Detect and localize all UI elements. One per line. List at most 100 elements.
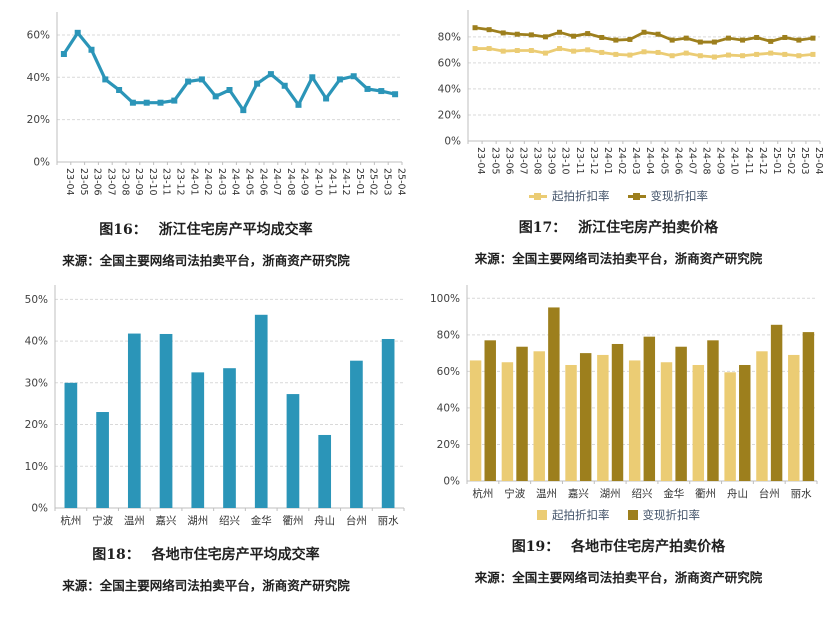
svg-text:60%: 60% [27, 29, 50, 41]
svg-text:30%: 30% [25, 377, 48, 389]
svg-text:25-03: 25-03 [799, 147, 810, 175]
svg-text:丽水: 丽水 [791, 488, 812, 500]
svg-text:绍兴: 绍兴 [219, 514, 240, 527]
figure-19-caption-block: 图19： 各地市住宅房产拍卖价格 来源：全国主要网络司法拍卖平台，浙商资产研究院 [475, 523, 763, 586]
svg-text:24-07: 24-07 [686, 147, 697, 175]
figure-number-label: 图17： [518, 220, 567, 236]
figure-source: 来源：全国主要网络司法拍卖平台，浙商资产研究院 [62, 578, 350, 593]
figure-source: 来源：全国主要网络司法拍卖平台，浙商资产研究院 [62, 253, 350, 268]
svg-text:24-03: 24-03 [216, 168, 227, 196]
svg-text:50%: 50% [25, 294, 48, 306]
svg-text:湖州: 湖州 [600, 488, 621, 500]
svg-text:嘉兴: 嘉兴 [568, 487, 589, 500]
svg-text:台州: 台州 [759, 487, 780, 500]
line-chart-zhejiang-avg-transaction-rate: 0% 20% 40% 60% 23-04 23-05 23-06 23-07 23-08 23-0… [27, 12, 406, 196]
svg-text:衢州: 衢州 [282, 515, 303, 527]
figure-number-label: 图19： [511, 539, 560, 555]
svg-text:23-07: 23-07 [106, 168, 117, 196]
legend-item-realized-discount: 变现折扣率 [627, 507, 701, 523]
svg-text:24-08: 24-08 [285, 168, 296, 196]
svg-text:40%: 40% [437, 402, 460, 414]
svg-text:20%: 20% [27, 114, 50, 126]
legend-label: 起拍折扣率 [552, 189, 610, 203]
figure-16: 0% 20% 40% 60% 23-04 23-05 23-06 23-07 23-08 23-0… [0, 4, 412, 269]
svg-text:0%: 0% [33, 157, 50, 169]
figure-source: 来源：全国主要网络司法拍卖平台，浙商资产研究院 [474, 570, 763, 585]
figure-18: 0% 10% 20% 30% 40% 50% 杭州 宁波 温州 嘉兴 湖州 绍兴 金华 衢州 舟山 台州 丽水 … [0, 281, 412, 594]
svg-text:20%: 20% [25, 419, 48, 431]
svg-text:25-02: 25-02 [785, 147, 796, 175]
figure-title: 浙江住宅房产拍卖价格 [578, 220, 719, 236]
legend-label: 起拍折扣率 [552, 508, 610, 522]
svg-text:24-01: 24-01 [602, 147, 613, 175]
svg-text:0%: 0% [444, 136, 461, 148]
figure-title: 浙江住宅房产平均成交率 [158, 222, 313, 238]
svg-text:23-07: 23-07 [517, 147, 528, 175]
svg-text:23-04: 23-04 [475, 147, 486, 175]
svg-text:40%: 40% [25, 336, 48, 348]
svg-text:24-05: 24-05 [244, 168, 255, 196]
figure-caption: 图19： 各地市住宅房产拍卖价格 [475, 536, 763, 556]
svg-text:24-12: 24-12 [757, 147, 768, 175]
line-marker-icon [627, 192, 646, 201]
svg-text:24-03: 24-03 [630, 147, 641, 175]
legend-label: 变现折扣率 [650, 189, 709, 203]
svg-text:24-10: 24-10 [313, 168, 324, 196]
figure-17: 0% 20% 40% 60% 80% 23-04 23-05 23-06 23-07 23-08 2… [412, 4, 825, 269]
svg-text:25-04: 25-04 [813, 147, 824, 175]
square-marker-icon [537, 510, 547, 520]
svg-text:杭州: 杭州 [60, 514, 81, 527]
legend: 起拍折扣率 变现折扣率 [529, 188, 708, 204]
svg-text:23-11: 23-11 [574, 147, 585, 175]
svg-text:25-02: 25-02 [368, 168, 379, 196]
svg-text:温州: 温州 [536, 488, 557, 500]
svg-text:24-02: 24-02 [202, 168, 213, 196]
svg-text:40%: 40% [27, 72, 50, 84]
svg-text:衢州: 衢州 [695, 488, 716, 500]
figure-number-label: 图16： [99, 222, 147, 238]
legend-item-starting-discount: 起拍折扣率 [537, 507, 610, 523]
square-marker-icon [627, 510, 638, 520]
svg-text:80%: 80% [437, 329, 460, 341]
svg-text:60%: 60% [438, 57, 461, 69]
bar-chart-city-avg-transaction-rate: 0% 10% 20% 30% 40% 50% 杭州 宁波 温州 嘉兴 湖州 绍兴 金华 衢州 舟山 台州 丽水 [25, 285, 405, 527]
svg-text:24-01: 24-01 [188, 168, 199, 196]
svg-text:25-04: 25-04 [395, 168, 406, 196]
svg-text:24-12: 24-12 [340, 168, 351, 196]
svg-text:25-03: 25-03 [382, 168, 393, 196]
svg-text:24-05: 24-05 [658, 147, 669, 175]
figure-number-label: 图18： [92, 547, 140, 563]
svg-text:20%: 20% [437, 439, 460, 451]
svg-text:23-10: 23-10 [147, 168, 158, 196]
svg-text:嘉兴: 嘉兴 [156, 514, 177, 527]
svg-text:23-08: 23-08 [532, 147, 543, 175]
figure-19: 0% 20% 40% 60% 80% 100% 杭州 宁波 温州 嘉兴 湖州 绍兴 金华 衢州 舟山 台州 丽水… [412, 281, 825, 594]
svg-text:23-05: 23-05 [489, 147, 500, 175]
figure-16-caption-block: 图16： 浙江住宅房产平均成交率 来源：全国主要网络司法拍卖平台，浙商资产研究院 [62, 206, 350, 269]
svg-text:25-01: 25-01 [354, 168, 365, 196]
svg-text:23-06: 23-06 [92, 168, 103, 196]
svg-text:24-11: 24-11 [326, 168, 337, 196]
legend-item-starting-discount: 起拍折扣率 [529, 188, 610, 204]
svg-text:80%: 80% [438, 31, 461, 43]
svg-text:20%: 20% [438, 109, 461, 121]
svg-text:24-02: 24-02 [616, 147, 627, 175]
figure-17-caption-block: 图17： 浙江住宅房产拍卖价格 来源：全国主要网络司法拍卖平台，浙商资产研究院 [475, 204, 763, 267]
svg-text:0%: 0% [31, 503, 48, 515]
svg-text:24-06: 24-06 [672, 147, 683, 175]
svg-text:金华: 金华 [663, 487, 684, 500]
svg-text:24-06: 24-06 [257, 168, 268, 196]
figure-18-caption-block: 图18： 各地市住宅房产平均成交率 来源：全国主要网络司法拍卖平台，浙商资产研究院 [62, 531, 350, 594]
svg-text:24-10: 24-10 [729, 147, 740, 175]
svg-text:金华: 金华 [251, 514, 272, 527]
svg-text:湖州: 湖州 [187, 515, 208, 527]
line-chart-zhejiang-auction-price: 0%20%40%60%80%23-04 23-05 23-06 23-07 23-08 2… [438, 10, 824, 175]
svg-text:24-09: 24-09 [299, 168, 310, 196]
svg-text:60%: 60% [437, 366, 460, 378]
bar-chart-city-auction-price: 0% 20% 40% 60% 80% 100% 杭州 宁波 温州 嘉兴 湖州 绍兴 金华 衢州 舟山 台州 丽水 [430, 285, 818, 500]
svg-text:舟山: 舟山 [727, 487, 748, 500]
svg-text:0%: 0% [443, 476, 460, 488]
legend-label: 变现折扣率 [642, 508, 701, 522]
svg-text:23-06: 23-06 [503, 147, 514, 175]
svg-text:舟山: 舟山 [314, 514, 335, 527]
